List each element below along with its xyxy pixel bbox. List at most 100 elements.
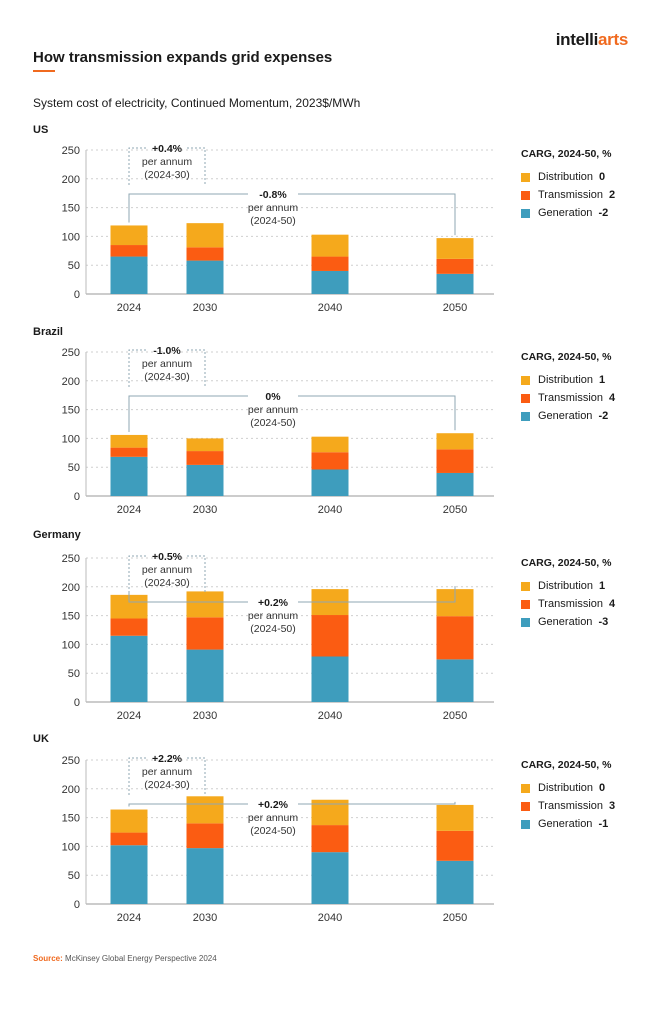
cagr-bracket-short [187,349,206,387]
y-tick-label: 0 [74,899,80,911]
bar-distribution-2040 [311,234,349,257]
x-tick-label: 2024 [117,302,141,314]
x-tick-label: 2024 [117,504,141,516]
logo-text-main: intelli [555,30,599,49]
transmission-swatch [521,801,530,811]
bar-transmission-2024 [110,618,148,636]
cagr-long-value: -0.8% [259,189,287,201]
legend-us: CARG, 2024-50, % Distribution 0 Transmiss… [521,148,656,222]
cagr-long-line1: per annum [248,610,298,622]
panel-title-germany: Germany [33,529,81,541]
cagr-bracket-long [128,803,248,807]
bar-transmission-2050 [436,830,474,861]
legend-value: -3 [598,616,609,628]
bar-transmission-2040 [311,452,349,470]
y-tick-label: 200 [62,582,80,594]
y-tick-label: 50 [68,260,80,272]
x-tick-label: 2030 [193,912,217,924]
y-tick-label: 0 [74,491,80,503]
legend-label: Distribution [538,580,594,592]
legend-label: Distribution [538,171,594,183]
legend-value: 2 [609,189,616,201]
legend-item-generation: Generation -3 [521,613,656,631]
bar-generation-2040 [311,270,349,294]
bar-transmission-2024 [110,832,148,846]
y-tick-label: 100 [62,433,80,445]
bar-generation-2050 [436,273,474,294]
legend-label: Transmission [538,800,603,812]
legend-item-generation: Generation -2 [521,407,656,425]
legend-item-transmission: Transmission 3 [521,797,656,815]
bar-transmission-2030 [186,617,224,650]
legend-value: 0 [599,171,606,183]
legend-item-distribution: Distribution 0 [521,779,656,797]
bar-distribution-2030 [186,223,224,248]
logo-text-accent: arts [598,30,628,49]
bar-transmission-2030 [186,451,224,465]
bar-generation-2030 [186,848,224,904]
bar-transmission-2040 [311,256,349,271]
bar-generation-2030 [186,464,224,496]
panel-title-uk: UK [33,733,49,745]
distribution-swatch [521,375,530,385]
bar-transmission-2050 [436,449,474,473]
cagr-long-line1: per annum [248,202,298,214]
legend-item-distribution: Distribution 0 [521,168,656,186]
y-tick-label: 100 [62,841,80,853]
legend-item-transmission: Transmission 4 [521,595,656,613]
x-tick-label: 2040 [318,302,342,314]
cagr-bracket-short [187,757,206,795]
legend-title: CARG, 2024-50, % [521,351,612,363]
y-tick-label: 200 [62,174,80,186]
bar-distribution-2050 [436,238,474,259]
cagr-long-line2: (2024-50) [250,215,296,227]
cagr-bracket-short [187,147,206,185]
bar-distribution-2030 [186,591,224,618]
cagr-short-value: -1.0% [153,345,181,357]
cagr-long-line2: (2024-50) [250,825,296,837]
legend-label: Transmission [538,392,603,404]
transmission-swatch [521,190,530,200]
cagr-long-value: +0.2% [258,597,289,609]
source-text: McKinsey Global Energy Perspective 2024 [65,954,217,963]
bar-generation-2024 [110,635,148,702]
y-tick-label: 200 [62,376,80,388]
bar-generation-2050 [436,860,474,904]
distribution-swatch [521,172,530,182]
legend-uk: CARG, 2024-50, % Distribution 0 Transmiss… [521,759,656,833]
bar-distribution-2024 [110,594,148,619]
y-tick-label: 0 [74,289,80,301]
y-tick-label: 250 [62,755,80,767]
legend-label: Generation [538,410,593,422]
x-tick-label: 2024 [117,912,141,924]
cagr-bracket-short [128,349,147,387]
brand-logo: intelliarts [555,30,629,50]
source-note: Source: McKinsey Global Energy Perspecti… [33,954,217,963]
x-tick-label: 2024 [117,710,141,722]
bar-distribution-2040 [311,436,349,453]
cagr-short-value: +2.2% [152,753,183,765]
cagr-short-line2: (2024-30) [144,371,190,383]
legend-title: CARG, 2024-50, % [521,148,612,160]
x-tick-label: 2040 [318,710,342,722]
bar-distribution-2030 [186,796,224,824]
cagr-bracket-short [128,757,147,795]
bar-generation-2040 [311,469,349,496]
x-tick-label: 2040 [318,912,342,924]
legend-value: 0 [599,782,606,794]
legend-value: 1 [599,580,606,592]
legend-label: Generation [538,207,593,219]
cagr-bracket-long [128,193,248,223]
y-tick-label: 100 [62,639,80,651]
page-title: How transmission expands grid expenses [33,49,333,66]
cagr-bracket-short [187,555,206,593]
generation-swatch [521,617,530,627]
y-tick-label: 0 [74,697,80,709]
bar-distribution-2050 [436,433,474,450]
cagr-bracket-long [298,801,456,805]
x-tick-label: 2030 [193,504,217,516]
cagr-bracket-long [128,395,248,432]
